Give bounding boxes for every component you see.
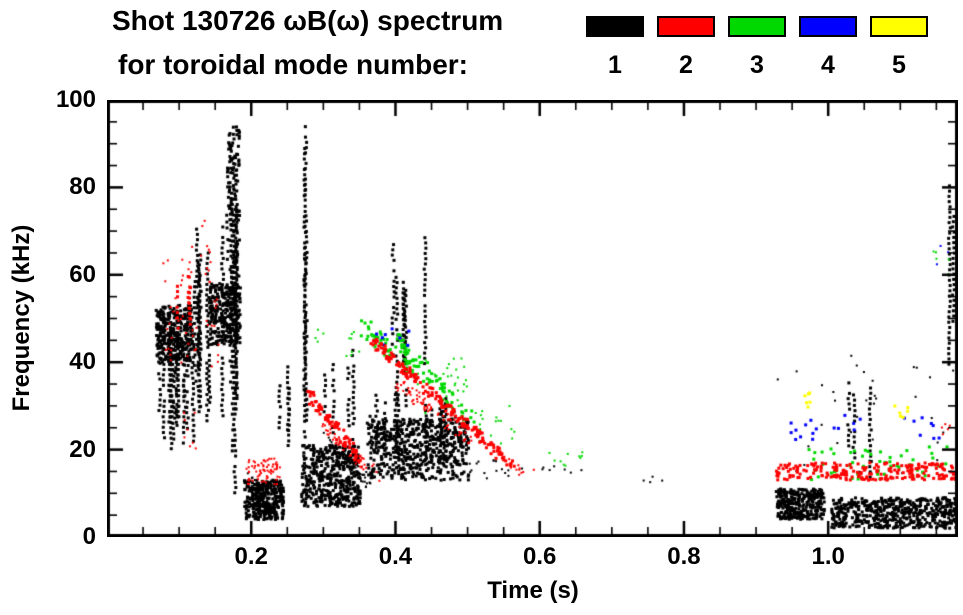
- chart-title: Shot 130726 ωB(ω) spectrum: [112, 5, 504, 36]
- x-tick-label: 0.6: [523, 543, 557, 570]
- x-tick-label: 0.2: [234, 543, 268, 570]
- mode-color-legend: [586, 16, 941, 38]
- x-tick-label: 0.4: [378, 543, 413, 570]
- legend-number-mode-4: 4: [821, 51, 835, 79]
- y-tick-label: 40: [69, 348, 96, 376]
- legend-swatch-mode-4: [799, 16, 857, 37]
- legend-number-mode-2: 2: [679, 51, 693, 79]
- legend-swatch-mode-1: [586, 16, 644, 37]
- y-tick-label: 100: [55, 86, 96, 113]
- x-axis-title: Time (s): [487, 577, 579, 604]
- y-axis-title: Frequency (kHz): [8, 224, 35, 412]
- legend-swatch-mode-2: [657, 16, 715, 37]
- y-tick-label: 20: [69, 435, 96, 463]
- y-tick-label: 60: [69, 260, 96, 288]
- legend-number-mode-3: 3: [750, 51, 764, 79]
- plot-area: [107, 100, 958, 537]
- y-tick-label: 0: [82, 523, 96, 550]
- chart-subtitle: for toroidal mode number:: [118, 49, 468, 80]
- x-tick-label: 0.8: [667, 543, 701, 570]
- legend-swatch-mode-3: [728, 16, 786, 37]
- legend-number-mode-5: 5: [892, 51, 906, 79]
- legend-number-mode-1: 1: [608, 51, 622, 79]
- x-tick-label: 1.0: [811, 543, 845, 570]
- legend-swatch-mode-5: [870, 16, 928, 37]
- mode-number-labels: 1 2 3 4 5: [586, 51, 941, 80]
- y-tick-label: 80: [69, 173, 96, 201]
